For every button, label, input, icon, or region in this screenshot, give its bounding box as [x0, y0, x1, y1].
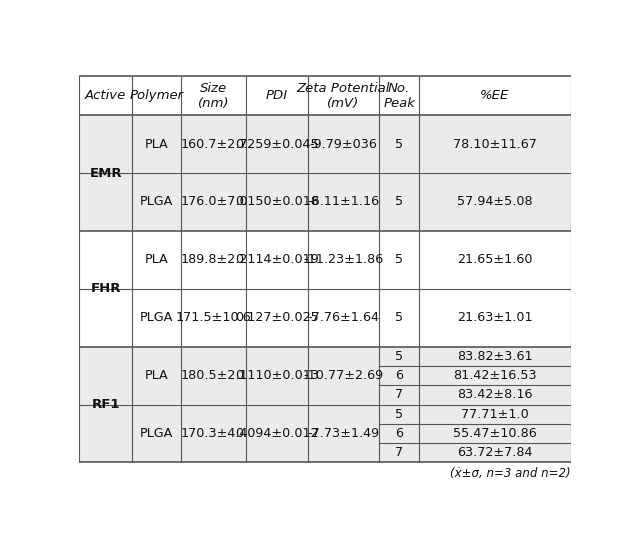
- Text: 160.7±2.7: 160.7±2.7: [180, 138, 248, 151]
- Text: 180.5±2.1: 180.5±2.1: [180, 369, 248, 382]
- Text: 189.8±2.2: 189.8±2.2: [180, 253, 247, 266]
- Text: PLGA: PLGA: [140, 196, 174, 208]
- Text: EMR: EMR: [89, 167, 122, 180]
- Text: 55.47±10.86: 55.47±10.86: [453, 427, 537, 440]
- Text: 83.42±8.16: 83.42±8.16: [457, 389, 533, 401]
- Text: -6.11±1.16: -6.11±1.16: [307, 196, 379, 208]
- Text: 77.71±1.0: 77.71±1.0: [461, 408, 529, 421]
- Text: PLGA: PLGA: [140, 311, 174, 324]
- Text: PLGA: PLGA: [140, 427, 174, 440]
- Text: 6: 6: [395, 427, 403, 440]
- Text: 176.0±7.0: 176.0±7.0: [180, 196, 248, 208]
- Bar: [79, 231, 571, 347]
- Text: 6: 6: [395, 369, 403, 382]
- Text: 7: 7: [395, 446, 403, 459]
- Text: 5: 5: [395, 408, 403, 421]
- Text: 5: 5: [395, 253, 403, 266]
- Bar: [79, 76, 133, 115]
- Text: PDI: PDI: [266, 89, 288, 102]
- Text: 0.259±0.045: 0.259±0.045: [235, 138, 319, 151]
- Text: %EE: %EE: [480, 89, 510, 102]
- Text: 57.94±5.08: 57.94±5.08: [457, 196, 533, 208]
- Text: Zeta Potential
(mV): Zeta Potential (mV): [297, 82, 390, 110]
- Text: 0.094±0.012: 0.094±0.012: [235, 427, 319, 440]
- Text: PLA: PLA: [145, 253, 169, 266]
- Text: 5: 5: [395, 138, 403, 151]
- Text: 78.10±11.67: 78.10±11.67: [453, 138, 537, 151]
- Text: 21.65±1.60: 21.65±1.60: [457, 253, 533, 266]
- Text: 63.72±7.84: 63.72±7.84: [457, 446, 533, 459]
- Text: 170.3±4.4: 170.3±4.4: [180, 427, 248, 440]
- Text: RF1: RF1: [91, 398, 120, 411]
- Bar: [246, 76, 307, 115]
- Text: -7.76±1.64: -7.76±1.64: [307, 311, 379, 324]
- Text: Polymer: Polymer: [130, 89, 184, 102]
- Text: 7: 7: [395, 389, 403, 401]
- Text: Active: Active: [85, 89, 126, 102]
- Text: 81.42±16.53: 81.42±16.53: [453, 369, 537, 382]
- Text: 83.82±3.61: 83.82±3.61: [457, 350, 533, 363]
- Text: 0.127±0.025: 0.127±0.025: [235, 311, 319, 324]
- Bar: [133, 76, 181, 115]
- Text: 5: 5: [395, 311, 403, 324]
- Text: 0.150±0.018: 0.150±0.018: [235, 196, 319, 208]
- Text: FHR: FHR: [91, 282, 121, 295]
- Text: PLA: PLA: [145, 369, 169, 382]
- Bar: [307, 76, 379, 115]
- Text: 0.110±0.013: 0.110±0.013: [235, 369, 319, 382]
- Text: 5: 5: [395, 196, 403, 208]
- Bar: [79, 347, 571, 463]
- Text: (ẋ±σ, n=3 and n=2): (ẋ±σ, n=3 and n=2): [450, 467, 571, 480]
- Text: Size
(nm): Size (nm): [198, 82, 230, 110]
- Text: 0.114±0.019: 0.114±0.019: [235, 253, 319, 266]
- Bar: [419, 76, 571, 115]
- Text: PLA: PLA: [145, 138, 169, 151]
- Text: No.
Peak: No. Peak: [383, 82, 415, 110]
- Bar: [379, 76, 419, 115]
- Bar: [181, 76, 246, 115]
- Text: 21.63±1.01: 21.63±1.01: [457, 311, 533, 324]
- Bar: [79, 115, 571, 231]
- Text: -9.79±036: -9.79±036: [309, 138, 377, 151]
- Text: -10.77±2.69: -10.77±2.69: [303, 369, 384, 382]
- Text: -7.73±1.49: -7.73±1.49: [307, 427, 379, 440]
- Text: 5: 5: [395, 350, 403, 363]
- Text: -11.23±1.86: -11.23±1.86: [303, 253, 384, 266]
- Text: 171.5±10.6: 171.5±10.6: [176, 311, 252, 324]
